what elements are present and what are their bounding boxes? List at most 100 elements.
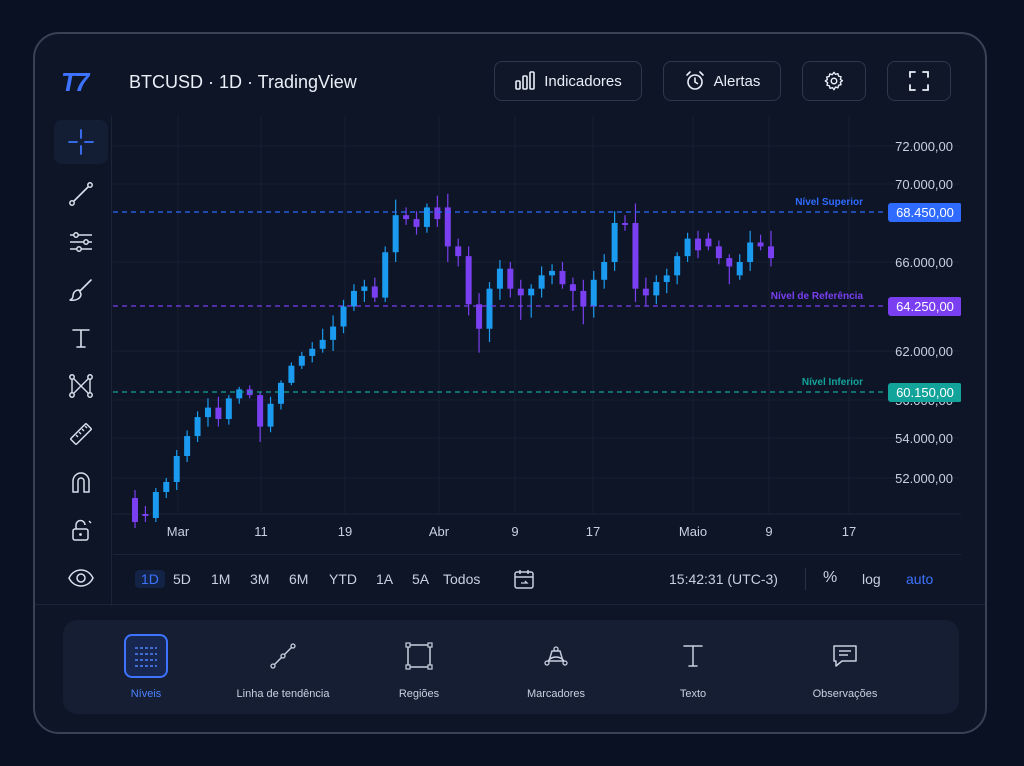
candle-body (590, 279, 597, 307)
panel-item-levels[interactable]: Níveis (81, 634, 211, 700)
timeframe-6m[interactable]: 6M (289, 571, 309, 587)
timeframe-1d[interactable]: 1D (135, 570, 165, 588)
ruler-tool[interactable] (54, 412, 108, 456)
log-toggle[interactable]: log (862, 571, 881, 587)
candle-body (371, 286, 378, 298)
candle-body (142, 514, 149, 516)
notes-icon (833, 645, 857, 667)
pattern-tool[interactable] (54, 364, 108, 408)
candle-body (132, 498, 138, 522)
panel-item-label: Observações (812, 688, 878, 700)
panel-item-label: Texto (679, 688, 707, 700)
candle-body (768, 246, 774, 259)
candle-body (361, 286, 368, 291)
auto-toggle[interactable]: auto (906, 571, 934, 587)
candle-body (423, 207, 430, 227)
indicators-button[interactable]: Indicadores (494, 61, 642, 101)
alerts-button[interactable]: Alertas (663, 61, 781, 101)
candle-body (163, 482, 170, 492)
visibility-tool[interactable] (54, 556, 108, 600)
candlestick-chart[interactable]: 72.000,0070.000,0066.000,0062.000,0056.0… (113, 116, 961, 552)
text-tool[interactable] (54, 316, 108, 360)
candle-body (611, 223, 618, 262)
candle-body (684, 238, 691, 257)
brush-tool[interactable] (54, 268, 108, 312)
settings-button[interactable] (802, 61, 866, 101)
bar-chart-icon (515, 71, 536, 90)
y-tick-label: 72.000,00 (895, 139, 953, 154)
crosshair-tool[interactable] (54, 120, 108, 164)
bar-separator (805, 568, 806, 590)
candle-body (601, 262, 608, 280)
timeframe-ytd[interactable]: YTD (329, 571, 357, 587)
candle-body (215, 407, 222, 419)
trendline-tool[interactable] (54, 172, 108, 216)
candle-body (350, 290, 357, 307)
candle-body (277, 382, 284, 404)
level-name: Nível de Referência (771, 291, 864, 302)
regions-icon (405, 642, 433, 670)
markers-icon (544, 646, 568, 666)
candle-body (715, 246, 722, 259)
lock-tool[interactable] (54, 508, 108, 552)
candle-body (569, 284, 576, 291)
timeframe-5a[interactable]: 5A (412, 571, 430, 587)
chart-title: BTCUSD · 1D · TradingView (129, 72, 357, 92)
candle-body (413, 219, 420, 227)
panel-item-markers[interactable]: Marcadores (491, 634, 621, 700)
panel-item-label: Níveis (130, 688, 162, 700)
candle-body (382, 252, 389, 298)
x-tick-label: Mar (167, 524, 190, 539)
candle-body (444, 207, 451, 247)
level-price-label: 60.150,00 (896, 385, 954, 400)
candle-body (559, 270, 566, 285)
x-tick-label: 11 (254, 524, 268, 539)
level-price-tag (888, 203, 961, 222)
date-range-button[interactable] (513, 568, 537, 590)
timeframe-1m[interactable]: 1M (211, 571, 231, 587)
candle-body (173, 456, 180, 482)
candle-body (392, 215, 399, 253)
timeframe-3m[interactable]: 3M (250, 571, 270, 587)
indicators-label: Indicadores (544, 72, 622, 90)
x-tick-label: Maio (679, 524, 707, 539)
candle-body (330, 326, 337, 340)
x-tick-label: 17 (842, 524, 856, 539)
candle-body (517, 288, 524, 296)
x-tick-label: 19 (338, 524, 352, 539)
panel-item-regions[interactable]: Regiões (354, 634, 484, 700)
timeframe-todos[interactable]: Todos (443, 571, 481, 587)
lock-icon (72, 519, 92, 541)
candle-body (736, 262, 743, 276)
drawing-categories-panel: Níveis Linha de tendência (63, 620, 959, 714)
fullscreen-icon (909, 71, 929, 91)
candle-body (298, 355, 305, 366)
candle-body (434, 207, 441, 220)
regions-icon-box (397, 634, 441, 678)
settings-tool[interactable] (54, 220, 108, 264)
settings-sliders-icon (70, 232, 92, 252)
candle-body (184, 436, 191, 456)
drawing-toolbar (50, 116, 112, 606)
fullscreen-button[interactable] (887, 61, 951, 101)
y-tick-label: 52.000,00 (895, 471, 953, 486)
candle-body (632, 223, 639, 289)
x-tick-label: Abr (429, 524, 450, 539)
brush-icon (69, 279, 92, 301)
text-icon (683, 645, 703, 667)
timeframe-5d[interactable]: 5D (173, 571, 191, 587)
candle-body (403, 215, 410, 220)
percent-toggle[interactable]: % (823, 569, 838, 586)
gear-icon (824, 71, 844, 91)
panel-item-notes[interactable]: Observações (780, 634, 910, 700)
candle-body (319, 339, 326, 349)
y-tick-label: 54.000,00 (895, 431, 953, 446)
panel-item-text[interactable]: Texto (628, 634, 758, 700)
magnet-tool[interactable] (54, 460, 108, 504)
y-tick-label: 66.000,00 (895, 255, 953, 270)
candle-body (476, 304, 483, 329)
panel-item-trendline[interactable]: Linha de tendência (218, 634, 348, 700)
timeframe-1a[interactable]: 1A (376, 571, 394, 587)
pattern-icon (69, 374, 93, 398)
panel-item-label: Marcadores (526, 688, 586, 700)
